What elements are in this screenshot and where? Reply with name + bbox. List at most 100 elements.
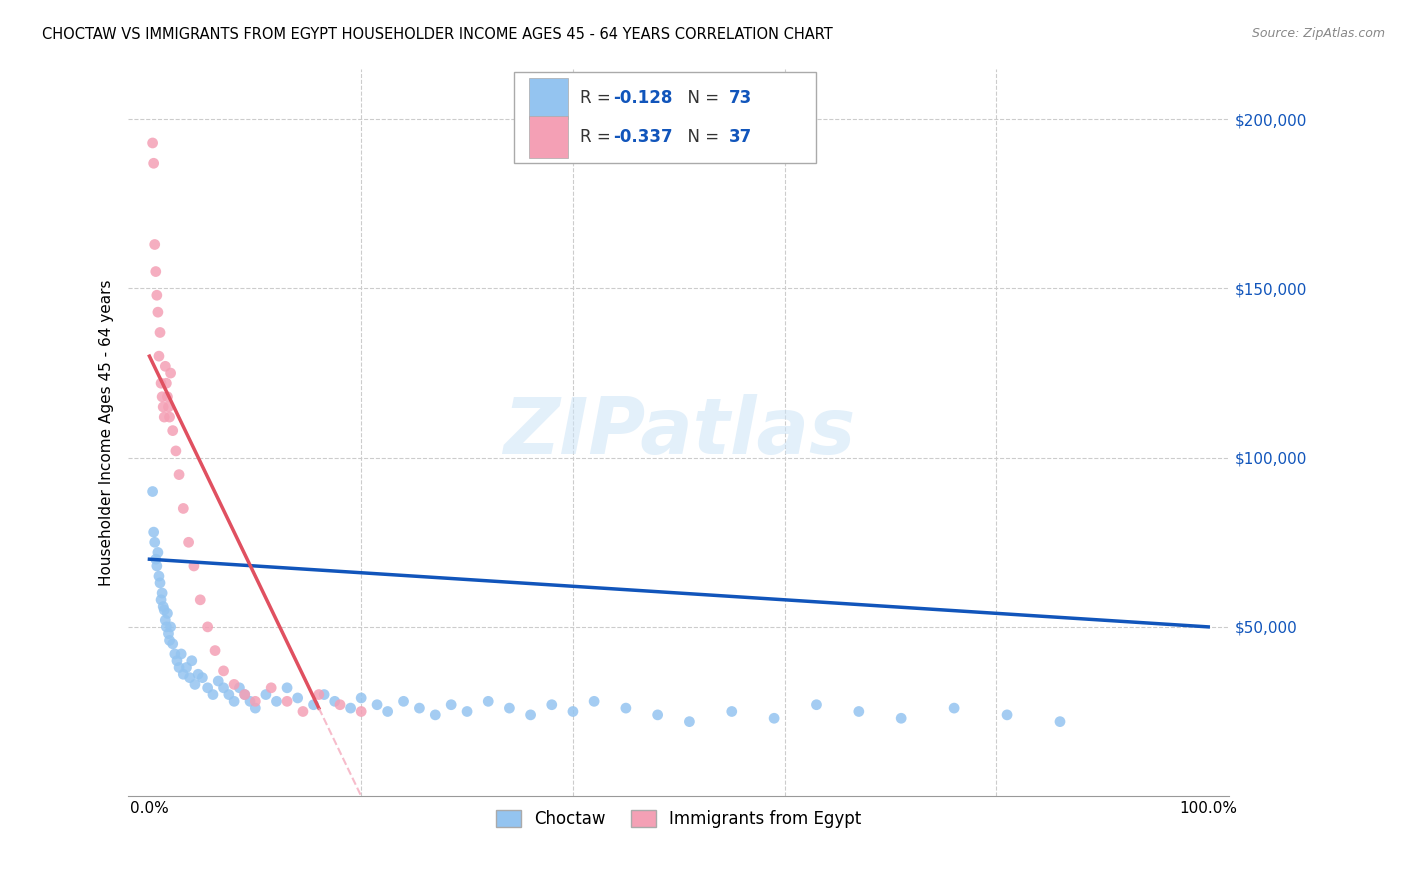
Point [146, 288, 169, 302]
Point [245, 701, 267, 715]
Point [995, 707, 1018, 722]
Point [302, 698, 325, 712]
Point [228, 681, 250, 695]
Point [266, 694, 288, 708]
Point [314, 688, 336, 702]
Point [177, 535, 200, 549]
Point [339, 701, 361, 715]
Point [408, 701, 430, 715]
Point [159, 633, 181, 648]
Point [425, 707, 447, 722]
Point [720, 705, 742, 719]
Point [162, 424, 184, 438]
Text: N =: N = [676, 89, 724, 107]
Text: 37: 37 [728, 128, 752, 146]
Point [197, 681, 219, 695]
Text: CHOCTAW VS IMMIGRANTS FROM EGYPT HOUSEHOLDER INCOME AGES 45 - 64 YEARS CORRELATI: CHOCTAW VS IMMIGRANTS FROM EGYPT HOUSEHO… [42, 27, 832, 42]
Point [212, 681, 235, 695]
Text: 73: 73 [728, 89, 752, 107]
Point [197, 620, 219, 634]
Point [477, 694, 499, 708]
Point [159, 366, 181, 380]
Point [377, 705, 399, 719]
Point [152, 599, 174, 614]
Point [614, 701, 637, 715]
Point [167, 467, 190, 482]
Point [943, 701, 966, 715]
Point [172, 667, 194, 681]
Point [456, 705, 478, 719]
Point [276, 681, 298, 695]
Legend: Choctaw, Immigrants from Egypt: Choctaw, Immigrants from Egypt [489, 804, 868, 835]
Point [143, 535, 166, 549]
Point [145, 264, 167, 278]
FancyBboxPatch shape [513, 72, 817, 163]
Point [540, 698, 562, 712]
Text: R =: R = [579, 128, 616, 146]
Text: R =: R = [579, 89, 616, 107]
Point [150, 376, 173, 391]
Point [150, 586, 173, 600]
Point [153, 410, 176, 425]
Point [146, 558, 169, 573]
Point [207, 673, 229, 688]
Point [233, 688, 256, 702]
Point [188, 592, 211, 607]
Point [583, 694, 606, 708]
Point [179, 671, 201, 685]
Text: Source: ZipAtlas.com: Source: ZipAtlas.com [1251, 27, 1385, 40]
Point [172, 501, 194, 516]
Text: N =: N = [676, 128, 724, 146]
Point [308, 688, 330, 702]
Point [165, 444, 187, 458]
Point [150, 390, 173, 404]
Text: ZIPatlas: ZIPatlas [503, 394, 855, 470]
Point [329, 698, 352, 712]
Point [204, 643, 226, 657]
Y-axis label: Householder Income Ages 45 - 64 years: Householder Income Ages 45 - 64 years [100, 279, 114, 585]
Point [142, 484, 165, 499]
Point [153, 603, 176, 617]
Point [159, 620, 181, 634]
Point [366, 698, 388, 712]
Point [167, 660, 190, 674]
Point [848, 705, 870, 719]
Point [218, 688, 240, 702]
Point [155, 359, 177, 374]
Point [142, 136, 165, 150]
Text: -0.128: -0.128 [613, 89, 672, 107]
Point [440, 698, 463, 712]
Point [157, 400, 180, 414]
Point [519, 707, 541, 722]
Point [155, 376, 177, 391]
Point [148, 569, 170, 583]
Point [156, 607, 179, 621]
FancyBboxPatch shape [529, 78, 568, 120]
Point [146, 305, 169, 319]
Point [245, 694, 267, 708]
Point [163, 647, 186, 661]
Point [176, 660, 198, 674]
Point [155, 613, 177, 627]
Point [291, 705, 314, 719]
Point [191, 671, 214, 685]
Point [183, 558, 205, 573]
Point [647, 707, 669, 722]
Point [224, 677, 246, 691]
Point [145, 552, 167, 566]
Point [142, 156, 165, 170]
Point [155, 620, 177, 634]
Point [678, 714, 700, 729]
Point [148, 349, 170, 363]
Point [233, 688, 256, 702]
Point [350, 705, 373, 719]
Point [162, 637, 184, 651]
Point [152, 400, 174, 414]
Point [323, 694, 346, 708]
Point [187, 667, 209, 681]
Point [763, 711, 786, 725]
Point [239, 694, 262, 708]
Point [149, 326, 172, 340]
Point [562, 705, 585, 719]
Point [806, 698, 828, 712]
